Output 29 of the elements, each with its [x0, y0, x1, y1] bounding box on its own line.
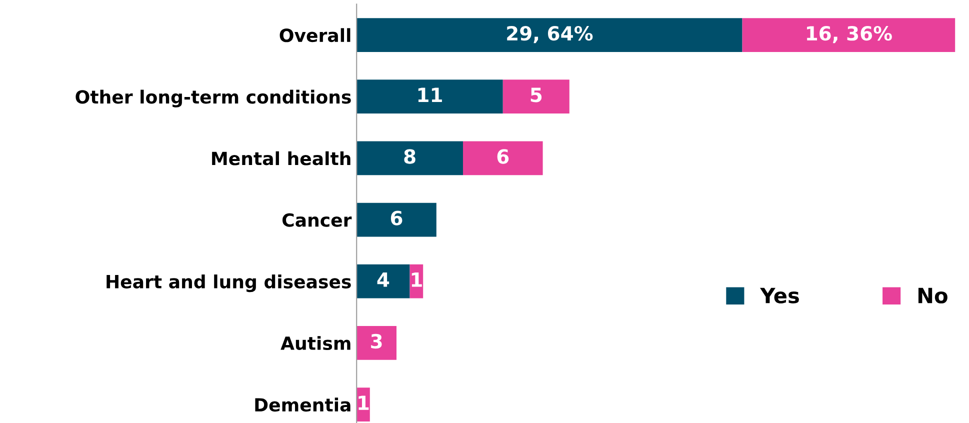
- legend-label: Yes: [760, 288, 799, 304]
- bar: [502, 80, 570, 114]
- data-label: 6: [390, 210, 402, 226]
- data-label: 8: [404, 149, 416, 164]
- y-tick-label: Overall: [280, 28, 350, 42]
- y-tick-label: Other long-term conditions: [76, 90, 351, 108]
- bar: [356, 202, 436, 237]
- bar: [356, 326, 396, 360]
- data-label: 1: [412, 272, 422, 287]
- data-label: 11: [418, 88, 442, 102]
- data-label: 6: [497, 149, 509, 164]
- bar: [356, 141, 463, 176]
- bar: [356, 18, 742, 52]
- bar: [356, 264, 410, 298]
- y-tick-label: Dementia: [255, 398, 350, 412]
- y-tick-label: Mental health: [212, 151, 350, 166]
- y-tick-label: Autism: [280, 336, 350, 350]
- bar: [742, 18, 956, 52]
- data-label: 29, 64%: [507, 26, 593, 44]
- data-label: 4: [377, 272, 390, 287]
- y-tick-label: Heart and lung diseases: [106, 274, 351, 292]
- data-label: 1: [358, 396, 369, 410]
- data-label: 5: [530, 88, 542, 102]
- legend-label: No: [918, 288, 948, 304]
- bar: [356, 80, 503, 114]
- y-tick-label: Cancer: [282, 213, 352, 227]
- data-label: 16, 36%: [807, 26, 892, 44]
- data-label: 3: [371, 334, 382, 349]
- bar: [462, 141, 543, 176]
